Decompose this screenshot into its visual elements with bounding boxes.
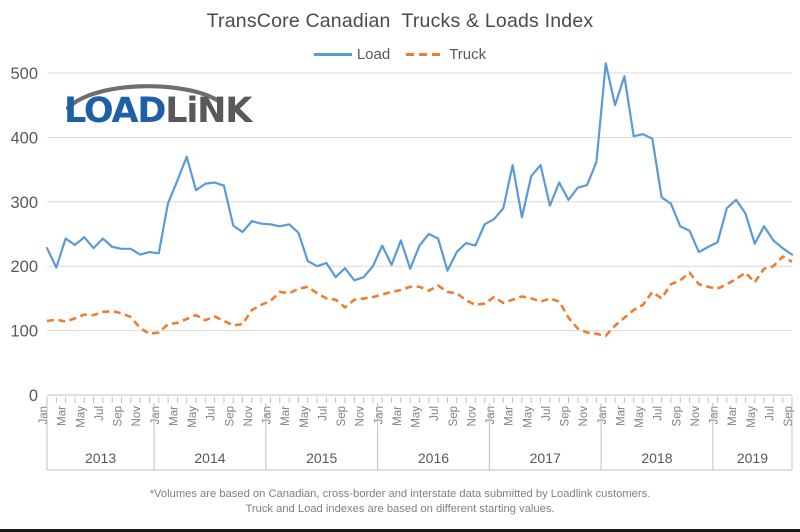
y-tick-label-0: 0 [29, 387, 38, 405]
x-month-label: Sep [224, 406, 236, 426]
x-month-label: May [634, 406, 646, 428]
x-month-label: Sep [783, 406, 795, 426]
x-month-label: Mar [280, 406, 292, 426]
legend-label-load: Load [356, 46, 391, 63]
x-month-label: Nov [243, 406, 255, 427]
x-month-label: Nov [466, 406, 478, 427]
x-month-label: Jul [429, 406, 441, 421]
x-month-label: Mar [392, 406, 404, 426]
y-tick-label-300: 300 [10, 194, 38, 212]
x-month-label: Jan [150, 406, 162, 425]
x-axis: Jan Mar May Jul Sep Nov Jan Mar May Jul Sep Nov Jan M… [38, 397, 795, 471]
legend-label-truck: Truck [449, 46, 487, 63]
x-month-label: Nov [355, 406, 367, 427]
x-month-label: Mar [615, 406, 627, 426]
x-month-label: Jul [317, 406, 329, 421]
x-month-label: Sep [336, 406, 348, 426]
x-month-label: Jan [597, 406, 609, 425]
x-month-label: Jul [94, 406, 106, 421]
x-month-label: Jul [764, 406, 776, 421]
x-year-label-2014: 2014 [194, 450, 225, 466]
x-month-label: Nov [690, 406, 702, 427]
x-month-label: May [187, 406, 199, 428]
gridlines [47, 72, 792, 396]
chart-title: TransCore Canadian Trucks & Loads Index [206, 10, 594, 32]
x-month-label: May [75, 406, 87, 428]
y-tick-label-100: 100 [10, 323, 38, 341]
x-month-label: Jul [206, 406, 218, 421]
x-month-label: Sep [113, 406, 125, 426]
legend-swatch-truck-icon [406, 53, 445, 56]
x-month-label: Sep [671, 406, 683, 426]
x-month-label: May [411, 406, 423, 428]
y-tick-label-200: 200 [10, 258, 38, 276]
x-month-label: Jan [38, 406, 50, 425]
x-month-label: Mar [57, 406, 69, 426]
x-month-label: Mar [504, 406, 516, 426]
x-month-label: Mar [727, 406, 739, 426]
x-month-label: Nov [578, 406, 590, 427]
x-month-label: Jul [541, 406, 553, 421]
x-month-label: Sep [560, 406, 572, 426]
x-month-label: Jan [485, 406, 497, 425]
x-month-label: May [522, 406, 534, 428]
x-month-label: Nov [131, 406, 143, 427]
x-month-label: May [299, 406, 311, 428]
y-axis-tick-labels: 0 100 200 300 400 500 [10, 65, 38, 405]
x-year-label-2018: 2018 [641, 450, 672, 466]
chart-legend: Load Truck [0, 46, 800, 63]
data-series [45, 62, 794, 338]
x-year-label-2017: 2017 [530, 450, 561, 466]
legend-swatch-load-icon [313, 53, 352, 56]
series-line-load [45, 62, 794, 282]
x-year-label-2016: 2016 [418, 450, 449, 466]
x-month-label: Jan [373, 406, 385, 425]
x-month-label: Jul [653, 406, 665, 421]
x-year-label-2019: 2019 [737, 450, 768, 466]
x-year-label-2013: 2013 [85, 450, 116, 466]
legend-entry-truck[interactable]: Truck [406, 46, 486, 63]
y-tick-label-400: 400 [10, 129, 38, 147]
series-line-truck [46, 255, 793, 338]
legend-entry-load[interactable]: Load [313, 46, 391, 63]
x-month-label: May [746, 406, 758, 428]
x-month-label: Mar [168, 406, 180, 426]
x-month-label: Jan [262, 406, 274, 425]
chart-footnote: *Volumes are based on Canadian, cross-bo… [149, 488, 651, 515]
x-year-label-2015: 2015 [306, 450, 337, 466]
x-month-label: Sep [448, 406, 460, 426]
y-tick-label-500: 500 [10, 65, 38, 83]
x-month-label: Jan [709, 406, 721, 425]
